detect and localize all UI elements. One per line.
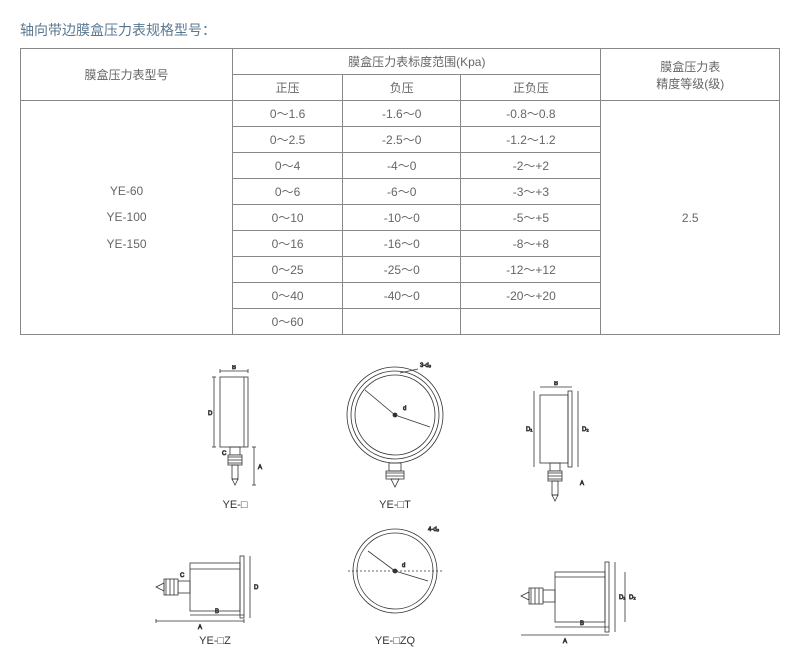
svg-text:D₁: D₁: [526, 427, 532, 433]
cell: -16～0: [343, 231, 461, 257]
svg-text:C: C: [180, 573, 185, 579]
diagrams-section: B D C: [20, 355, 780, 647]
svg-text:D₁: D₁: [619, 595, 625, 601]
th-both: 正负压: [461, 75, 601, 101]
page-title: 轴向带边膜盒压力表规格型号：: [20, 20, 780, 40]
cell: -10～0: [343, 205, 461, 231]
th-neg: 负压: [343, 75, 461, 101]
accuracy-cell: 2.5: [601, 101, 780, 335]
diagram-ye-t: d 3-d₀ YE-□T: [330, 355, 460, 511]
cell: -8～+8: [461, 231, 601, 257]
cell: 0～4: [233, 153, 343, 179]
cell: -40～0: [343, 283, 461, 309]
cell: -0.8～0.8: [461, 101, 601, 127]
cell: 0～1.6: [233, 101, 343, 127]
cell: 0～16: [233, 231, 343, 257]
cell: -1.2～1.2: [461, 127, 601, 153]
cell: [343, 309, 461, 335]
cell: -20～+20: [461, 283, 601, 309]
cell: [461, 309, 601, 335]
diagram-ye-side: B D C: [200, 365, 270, 511]
svg-text:B: B: [580, 621, 584, 627]
svg-text:D₂: D₂: [582, 427, 589, 433]
svg-text:d: d: [402, 563, 405, 569]
svg-text:4-d₀: 4-d₀: [428, 527, 440, 533]
th-range: 膜盒压力表标度范围(Kpa): [233, 49, 601, 75]
diagram-ye-z: D C A B: [150, 551, 280, 647]
cell: -4～0: [343, 153, 461, 179]
cell: -1.6～0: [343, 101, 461, 127]
svg-text:B: B: [215, 609, 219, 615]
svg-text:A: A: [258, 465, 262, 471]
svg-text:B: B: [232, 365, 236, 371]
th-pos: 正压: [233, 75, 343, 101]
svg-text:D: D: [208, 411, 213, 417]
svg-text:B: B: [554, 381, 558, 387]
cell: 0～60: [233, 309, 343, 335]
th-accuracy: 膜盒压力表 精度等级(级): [601, 49, 780, 101]
model-cell: YE-60 YE-100 YE-150: [21, 101, 233, 335]
svg-text:A: A: [580, 481, 584, 487]
diagram-label: YE-□Z: [199, 635, 231, 647]
cell: -6～0: [343, 179, 461, 205]
svg-text:C: C: [222, 451, 227, 457]
svg-text:D₂: D₂: [629, 595, 636, 601]
svg-text:3-d₀: 3-d₀: [420, 363, 432, 369]
svg-text:A: A: [198, 625, 202, 631]
cell: 0～25: [233, 257, 343, 283]
cell: -2～+2: [461, 153, 601, 179]
diagram-ye-t-side: B D₁ D₂: [520, 381, 600, 511]
cell: -3～+3: [461, 179, 601, 205]
cell: 0～6: [233, 179, 343, 205]
diagram-ye-zq-side: D₁ D₂ A B: [510, 557, 650, 647]
diagram-label: YE-□T: [379, 499, 411, 511]
svg-text:d: d: [403, 406, 406, 412]
spec-table: 膜盒压力表型号 膜盒压力表标度范围(Kpa) 膜盒压力表 精度等级(级) 正压 …: [20, 48, 780, 335]
table-body: YE-60 YE-100 YE-150 0～1.6 -1.6～0 -0.8～0.…: [21, 101, 780, 335]
cell: 0～2.5: [233, 127, 343, 153]
svg-text:D: D: [254, 585, 259, 591]
cell: -2.5～0: [343, 127, 461, 153]
cell: -5～+5: [461, 205, 601, 231]
cell: 0～10: [233, 205, 343, 231]
cell: -12～+12: [461, 257, 601, 283]
cell: -25～0: [343, 257, 461, 283]
diagram-ye-zq-front: d 4-d₀ YE-□ZQ: [340, 521, 450, 647]
th-model: 膜盒压力表型号: [21, 49, 233, 101]
diagram-label: YE-□: [223, 499, 248, 511]
cell: 0～40: [233, 283, 343, 309]
diagram-label: YE-□ZQ: [375, 635, 415, 647]
